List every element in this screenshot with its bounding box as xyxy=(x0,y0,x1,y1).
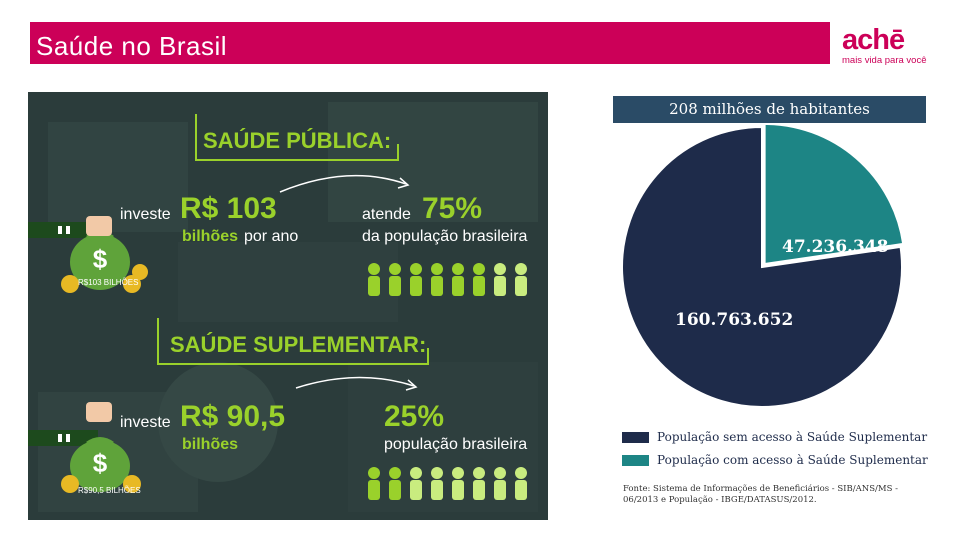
person-icon xyxy=(431,467,443,500)
person-icon-highlighted xyxy=(368,467,380,500)
legend-label: População sem acesso à Saúde Suplementar xyxy=(657,430,928,444)
supplementary-serves-value: 25% xyxy=(384,400,445,433)
public-invest-unit: bilhões xyxy=(182,228,239,245)
supplementary-bag-label: R$90,5 BILHÕES xyxy=(78,486,141,495)
person-icon-highlighted xyxy=(452,263,464,296)
person-icon-highlighted xyxy=(431,263,443,296)
legend-swatch xyxy=(622,454,649,466)
population-pie-chart xyxy=(621,125,905,408)
logo-tagline: mais vida para você xyxy=(842,55,927,66)
title-bar xyxy=(30,22,830,64)
chart-title: 208 milhões de habitantes xyxy=(669,100,870,118)
pie-slice-with-access xyxy=(763,125,905,266)
money-bag-icon: $ xyxy=(28,216,148,293)
logo-wordmark: achē xyxy=(842,24,905,56)
slice-label-without-access: 160.763.652 xyxy=(675,310,794,330)
slice-label-with-access: 47.236.348 xyxy=(782,237,889,257)
supplementary-invest-unit: bilhões xyxy=(182,436,239,453)
public-bag-label: R$103 BILHÕES xyxy=(78,278,139,287)
public-serves-value: 75% xyxy=(422,192,483,225)
health-infographic: SAÚDE PÚBLICA: $ R$103 BILHÕES investe R… xyxy=(28,92,548,520)
public-invest-value: R$ 103 xyxy=(180,192,277,225)
population-people-icons xyxy=(368,467,527,500)
legend-swatch xyxy=(622,431,649,443)
person-icon-highlighted xyxy=(389,263,401,296)
person-icon-highlighted xyxy=(368,263,380,296)
public-invest-label: investe xyxy=(120,206,171,223)
chart-title-bar xyxy=(613,96,926,123)
ache-logo: achē mais vida para você xyxy=(842,24,942,68)
infographic-background xyxy=(28,92,548,520)
person-icon-highlighted xyxy=(473,263,485,296)
chart-source-note: Fonte: Sistema de Informações de Benefic… xyxy=(623,484,899,505)
svg-text:$: $ xyxy=(93,244,108,274)
supplementary-invest-value: R$ 90,5 xyxy=(180,400,286,433)
pie-slice-without-access xyxy=(621,125,903,408)
person-icon xyxy=(452,467,464,500)
supplementary-invest-label: investe xyxy=(120,414,171,431)
person-icon-highlighted xyxy=(410,263,422,296)
person-icon xyxy=(494,467,506,500)
public-serves-text: da população brasileira xyxy=(362,228,528,245)
person-icon xyxy=(410,467,422,500)
person-icon-highlighted xyxy=(389,467,401,500)
public-health-heading: SAÚDE PÚBLICA: xyxy=(203,128,392,153)
supplementary-health-heading: SAÚDE SUPLEMENTAR: xyxy=(170,332,427,357)
person-icon xyxy=(515,467,527,500)
slide-title: Saúde no Brasil xyxy=(36,31,228,61)
public-serves-label: atende xyxy=(362,206,411,223)
person-icon xyxy=(494,263,506,296)
legend-item-without-access: População sem acesso à Saúde Suplementar xyxy=(622,430,927,444)
public-invest-period: por ano xyxy=(244,228,299,245)
person-icon xyxy=(515,263,527,296)
population-people-icons xyxy=(368,263,527,296)
supplementary-serves-text: população brasileira xyxy=(384,436,528,453)
money-bag-icon: $ xyxy=(28,402,141,493)
svg-text:$: $ xyxy=(93,448,108,478)
legend-item-with-access: População com acesso à Saúde Suplementar xyxy=(622,453,928,467)
person-icon xyxy=(473,467,485,500)
legend-label: População com acesso à Saúde Suplementar xyxy=(657,453,928,467)
